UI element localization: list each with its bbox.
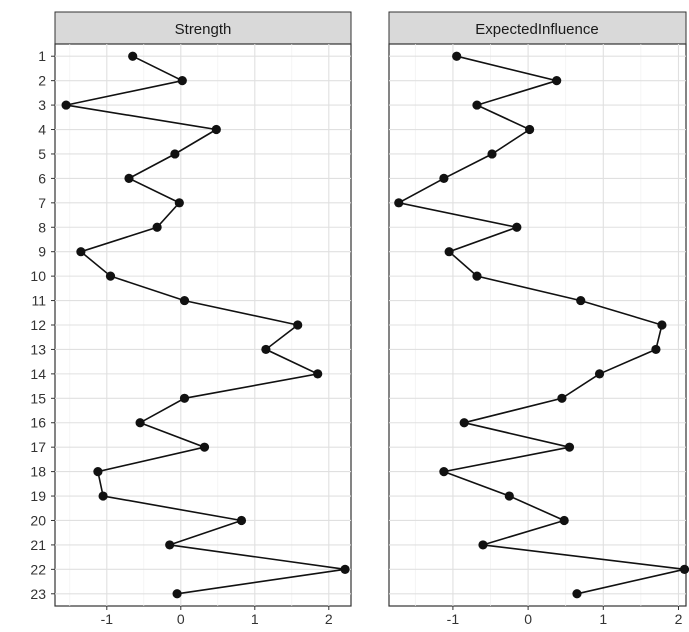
y-tick-label: 1 (38, 48, 46, 64)
data-point (165, 540, 175, 550)
data-point (439, 467, 449, 477)
data-point (552, 76, 562, 86)
data-point (105, 271, 116, 281)
data-point (61, 100, 71, 110)
data-point (236, 515, 247, 526)
data-point (559, 515, 569, 526)
x-axis-expected-influence: -1 0 1 2 (447, 606, 683, 627)
data-point (98, 491, 108, 501)
series-expected-influence (394, 51, 689, 599)
x-tick-label: 0 (177, 611, 185, 627)
data-point (394, 198, 404, 208)
data-point (179, 393, 190, 403)
data-point (657, 320, 667, 330)
y-tick-label: 9 (38, 244, 46, 260)
data-point (152, 222, 162, 232)
strip-title-strength: Strength (175, 21, 232, 38)
data-point (211, 124, 221, 135)
y-tick-label: 14 (30, 366, 46, 382)
data-point (557, 393, 567, 403)
data-point (525, 124, 535, 135)
data-point (128, 51, 138, 61)
strip-expected-influence (388, 11, 687, 45)
data-point (452, 51, 462, 61)
data-point (572, 589, 582, 599)
y-tick-label: 10 (30, 268, 46, 284)
y-tick-label: 15 (30, 390, 46, 406)
x-tick-label: 2 (675, 611, 683, 627)
data-point (679, 564, 689, 574)
grid-strength (55, 44, 351, 606)
data-point (564, 442, 575, 452)
data-point (172, 589, 182, 599)
y-tick-label: 22 (30, 561, 46, 577)
x-tick-label: 1 (251, 611, 259, 627)
y-tick-label: 12 (30, 317, 46, 333)
x-tick-label: -1 (101, 611, 114, 627)
data-point (293, 320, 303, 330)
data-point (76, 247, 86, 257)
strip-title-expected-influence: ExpectedInfluence (475, 21, 598, 38)
x-tick-label: 0 (524, 611, 532, 627)
y-tick-label: 11 (31, 293, 46, 309)
series-strength (61, 51, 350, 599)
data-point (651, 344, 661, 355)
panel-expected-influence: ExpectedInfluence -1 0 1 2 (388, 11, 689, 627)
y-tick-label: 13 (30, 341, 46, 357)
x-tick-label: 2 (325, 611, 333, 627)
data-point (199, 442, 210, 452)
data-point (177, 76, 187, 86)
data-point (512, 222, 522, 232)
x-tick-label: 1 (599, 611, 607, 627)
data-point (93, 467, 103, 477)
y-tick-label: 3 (38, 97, 46, 113)
data-point (174, 198, 184, 208)
y-tick-label: 16 (30, 415, 46, 431)
y-tick-label: 20 (30, 512, 46, 528)
y-tick-label: 6 (38, 170, 46, 186)
data-point (459, 418, 469, 428)
strip-strength (54, 11, 352, 45)
y-tick-label: 7 (38, 195, 46, 211)
data-point (472, 100, 482, 110)
y-tick-label: 8 (38, 219, 46, 235)
data-point (504, 491, 514, 501)
x-axis-strength: -1 0 1 2 (101, 606, 333, 627)
data-point (340, 564, 350, 574)
panel-strength: Strength -1 0 1 2 (54, 11, 352, 627)
y-tick-label: 17 (30, 439, 46, 455)
grid-expected-influence (389, 44, 686, 606)
data-point (313, 369, 323, 379)
data-point (179, 295, 190, 306)
y-tick-label: 18 (30, 464, 46, 480)
data-point (478, 540, 488, 550)
data-point (472, 271, 482, 281)
data-point (439, 173, 449, 183)
data-point (135, 418, 145, 428)
data-point (124, 173, 134, 183)
data-point (170, 149, 180, 159)
data-point (487, 149, 497, 159)
data-point (261, 344, 271, 355)
data-point (594, 369, 605, 379)
x-tick-label: -1 (447, 611, 460, 627)
y-tick-label: 21 (30, 537, 46, 553)
y-tick-label: 23 (30, 586, 46, 602)
data-point (444, 247, 454, 257)
y-tick-label: 2 (38, 73, 46, 89)
y-tick-label: 5 (38, 146, 46, 162)
y-tick-label: 19 (30, 488, 46, 504)
data-point (576, 295, 586, 306)
y-tick-label: 4 (38, 122, 46, 138)
